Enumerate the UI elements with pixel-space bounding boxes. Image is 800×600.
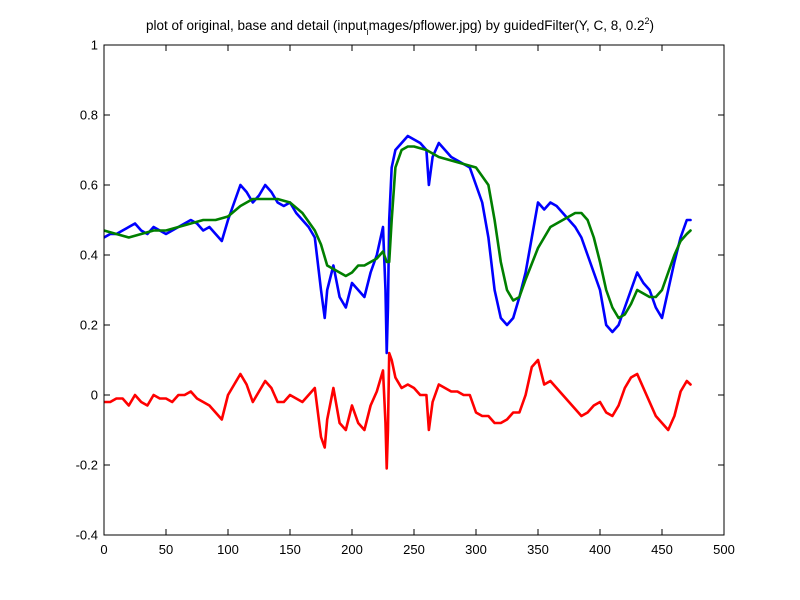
series-line-3 [104,351,692,470]
chart-title-subscript: i [367,27,369,37]
y-tick-label: 0.4 [80,248,98,263]
x-tick-label: 400 [589,542,611,557]
y-tick-label: 0 [91,388,98,403]
series-line-2 [104,145,692,320]
x-tick-label: 100 [217,542,239,557]
x-tick-label: 0 [100,542,107,557]
chart-title-part: mages/pflower.jpg) by guidedFilter(Y, C,… [369,18,645,33]
x-tick-label: 250 [403,542,425,557]
x-tick-label: 350 [527,542,549,557]
chart-title-superscript: 2 [645,16,650,26]
x-tick-label: 150 [279,542,301,557]
x-tick-label: 50 [159,542,173,557]
y-tick-label: 1 [91,38,98,53]
series-line-1 [104,134,692,355]
y-tick-label: 0.6 [80,178,98,193]
y-tick-label: -0.4 [76,528,98,543]
x-tick-label: 300 [465,542,487,557]
plot-area [104,45,724,535]
chart-title-group: plot of original, base and detail (input… [146,16,654,37]
y-tick-label: -0.2 [76,458,98,473]
chart-title-part: plot of original, base and detail (input [146,18,367,33]
chart-title-part: ) [650,18,655,33]
series-group [104,134,692,470]
y-tick-label: 0.2 [80,318,98,333]
ticks-group: 0 50 100 150 200 250 300 350 400 450 500 -0.4 -0.2 0 0… [76,38,735,558]
x-tick-label: 450 [651,542,673,557]
x-tick-label: 200 [341,542,363,557]
y-tick-label: 0.8 [80,108,98,123]
x-tick-label: 500 [713,542,735,557]
chart-title: plot of original, base and detail (input… [146,16,654,37]
